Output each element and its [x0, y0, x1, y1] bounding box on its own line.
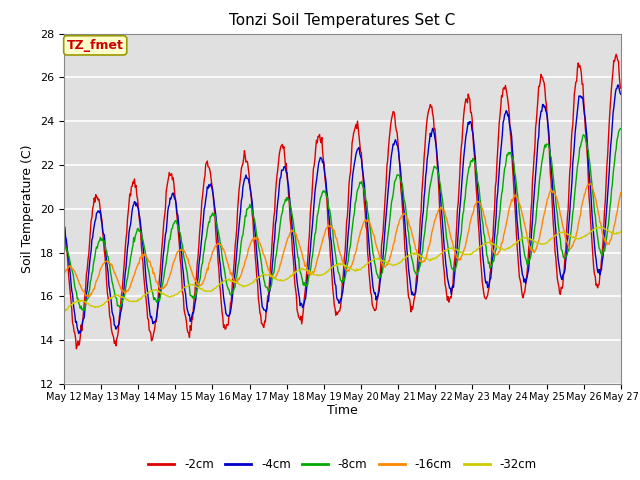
-8cm [185, 280, 193, 286]
-4cm [75, 331, 83, 336]
-2cm [411, 294, 419, 300]
-8cm [60, 243, 68, 249]
-4cm [185, 312, 193, 318]
-4cm [428, 133, 435, 139]
-16cm [128, 278, 136, 284]
-2cm [428, 104, 435, 110]
-2cm [60, 223, 68, 228]
-2cm [185, 330, 193, 336]
-32cm [426, 258, 434, 264]
-8cm [80, 308, 88, 313]
-16cm [411, 241, 419, 247]
-4cm [614, 82, 621, 88]
-32cm [60, 309, 68, 314]
Line: -4cm: -4cm [64, 85, 621, 334]
-16cm [214, 241, 222, 247]
-8cm [617, 126, 625, 132]
Line: -32cm: -32cm [64, 227, 621, 312]
-16cm [185, 260, 193, 265]
-16cm [60, 271, 68, 277]
-2cm [70, 328, 78, 334]
-16cm [70, 268, 78, 274]
-8cm [411, 268, 419, 274]
-32cm [70, 300, 78, 306]
-4cm [70, 307, 78, 313]
-8cm [128, 246, 136, 252]
Line: -2cm: -2cm [64, 54, 621, 349]
-32cm [184, 283, 192, 289]
-2cm [72, 346, 80, 352]
-2cm [612, 51, 620, 57]
Line: -16cm: -16cm [64, 184, 621, 297]
Title: Tonzi Soil Temperatures Set C: Tonzi Soil Temperatures Set C [229, 13, 456, 28]
-4cm [128, 208, 136, 214]
-8cm [70, 278, 78, 284]
-32cm [127, 299, 135, 304]
-4cm [617, 91, 625, 97]
-16cm [617, 190, 625, 195]
-16cm [428, 234, 435, 240]
Line: -8cm: -8cm [64, 129, 621, 311]
X-axis label: Time: Time [327, 405, 358, 418]
-2cm [128, 183, 136, 189]
-8cm [428, 179, 435, 184]
-16cm [86, 294, 93, 300]
-4cm [60, 225, 68, 231]
-8cm [214, 228, 222, 234]
Y-axis label: Soil Temperature (C): Soil Temperature (C) [22, 144, 35, 273]
-16cm [587, 181, 595, 187]
-32cm [214, 284, 221, 289]
-32cm [617, 228, 625, 234]
-32cm [410, 252, 418, 258]
-4cm [214, 240, 222, 246]
Text: TZ_fmet: TZ_fmet [67, 39, 124, 52]
-32cm [598, 224, 606, 230]
Legend: -2cm, -4cm, -8cm, -16cm, -32cm: -2cm, -4cm, -8cm, -16cm, -32cm [144, 453, 541, 475]
-4cm [411, 291, 419, 297]
-2cm [214, 258, 222, 264]
-2cm [617, 85, 625, 91]
